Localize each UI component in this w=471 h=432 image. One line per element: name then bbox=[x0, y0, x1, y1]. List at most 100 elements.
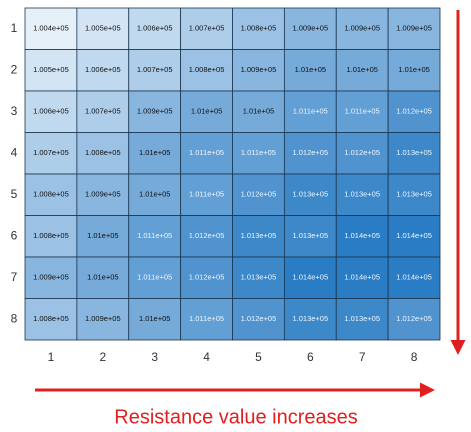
y-tick-label: 8 bbox=[11, 311, 18, 325]
cell-label: 1.012e+05 bbox=[241, 314, 277, 323]
x-tick-label: 4 bbox=[203, 350, 210, 364]
cell-label: 1.009e+05 bbox=[85, 314, 121, 323]
cell bbox=[387, 215, 441, 258]
x-tick-label: 7 bbox=[359, 350, 366, 364]
x-tick-label: 1 bbox=[48, 350, 55, 364]
cell-label: 1.008e+05 bbox=[189, 65, 225, 74]
cell bbox=[76, 132, 130, 175]
cell-label: 1.014e+05 bbox=[292, 273, 328, 282]
cell-label: 1.004e+05 bbox=[33, 24, 69, 33]
cell bbox=[232, 298, 285, 341]
cell-label: 1.011e+05 bbox=[241, 148, 276, 157]
y-tick-label: 3 bbox=[11, 104, 18, 118]
cell-label: 1.009e+05 bbox=[33, 273, 69, 282]
cell bbox=[180, 215, 233, 258]
annotation: Resistance value increases bbox=[114, 406, 357, 428]
cell-label: 1.008e+05 bbox=[85, 148, 121, 157]
cell-label: 1.014e+05 bbox=[344, 273, 380, 282]
cell-label: 1.009e+05 bbox=[396, 24, 432, 33]
cell bbox=[335, 7, 389, 50]
y-tick-label: 2 bbox=[11, 62, 18, 76]
cell-label: 1.013e+05 bbox=[292, 314, 328, 323]
x-tick-label: 6 bbox=[307, 350, 314, 364]
cell bbox=[128, 173, 182, 216]
cell bbox=[335, 298, 389, 341]
cell-label: 1.009e+05 bbox=[137, 107, 173, 116]
cell-label: 1.009e+05 bbox=[241, 65, 277, 74]
cell-label: 1.005e+05 bbox=[33, 65, 69, 74]
x-tick-label: 2 bbox=[99, 350, 106, 364]
cell bbox=[232, 90, 285, 133]
cell bbox=[180, 7, 233, 50]
cell bbox=[24, 173, 78, 216]
cell bbox=[335, 49, 389, 92]
cell-label: 1.006e+05 bbox=[33, 107, 69, 116]
cell bbox=[232, 256, 285, 299]
cell-label: 1.005e+05 bbox=[85, 24, 121, 33]
cell-label: 1.011e+05 bbox=[137, 231, 172, 240]
cell-label: 1.011e+05 bbox=[189, 190, 224, 199]
cell-label: 1.011e+05 bbox=[345, 107, 380, 116]
cell bbox=[128, 49, 182, 92]
cell-label: 1.01e+05 bbox=[346, 65, 378, 74]
cell bbox=[180, 173, 233, 216]
cell-label: 1.013e+05 bbox=[396, 148, 432, 157]
cell-label: 1.01e+05 bbox=[87, 231, 119, 240]
cell-label: 1.01e+05 bbox=[243, 107, 275, 116]
cell-label: 1.012e+05 bbox=[396, 107, 432, 116]
cell-label: 1.013e+05 bbox=[292, 190, 328, 199]
cell bbox=[335, 256, 389, 299]
cell-label: 1.01e+05 bbox=[398, 65, 430, 74]
cell bbox=[283, 49, 337, 92]
cell-label: 1.01e+05 bbox=[87, 273, 119, 282]
cell bbox=[76, 298, 130, 341]
cell bbox=[387, 90, 441, 133]
y-tick-label: 4 bbox=[11, 145, 18, 159]
cell bbox=[335, 132, 389, 175]
cell-label: 1.01e+05 bbox=[139, 314, 171, 323]
cell-label: 1.008e+05 bbox=[33, 231, 69, 240]
cell-label: 1.012e+05 bbox=[344, 148, 380, 157]
cell-label: 1.009e+05 bbox=[292, 24, 328, 33]
cell bbox=[232, 49, 285, 92]
x-tick-label: 8 bbox=[411, 350, 418, 364]
cell-label: 1.007e+05 bbox=[189, 24, 225, 33]
cell-label: 1.013e+05 bbox=[344, 314, 380, 323]
cell-label: 1.011e+05 bbox=[137, 273, 172, 282]
cell bbox=[387, 173, 441, 216]
cell-label: 1.012e+05 bbox=[396, 314, 432, 323]
cell bbox=[24, 298, 78, 341]
cell bbox=[76, 215, 130, 258]
cell bbox=[180, 90, 233, 133]
cell bbox=[387, 298, 441, 341]
cell bbox=[283, 90, 337, 133]
cell-label: 1.013e+05 bbox=[344, 190, 380, 199]
y-tick-label: 1 bbox=[11, 21, 18, 35]
cell-label: 1.012e+05 bbox=[189, 273, 225, 282]
cell bbox=[180, 298, 233, 341]
cell bbox=[76, 90, 130, 133]
cell-label: 1.006e+05 bbox=[85, 65, 121, 74]
cell bbox=[128, 7, 182, 50]
cell bbox=[283, 173, 337, 216]
cell-label: 1.013e+05 bbox=[241, 231, 277, 240]
cell-label: 1.007e+05 bbox=[137, 65, 173, 74]
cell bbox=[335, 90, 389, 133]
cell bbox=[76, 7, 130, 50]
cell bbox=[283, 132, 337, 175]
cell-label: 1.01e+05 bbox=[139, 190, 171, 199]
cell-label: 1.008e+05 bbox=[33, 190, 69, 199]
cell-label: 1.008e+05 bbox=[33, 314, 69, 323]
x-tick-label: 3 bbox=[151, 350, 158, 364]
cell-label: 1.013e+05 bbox=[292, 231, 328, 240]
cell-label: 1.01e+05 bbox=[191, 107, 223, 116]
cell-label: 1.012e+05 bbox=[292, 148, 328, 157]
cell-label: 1.01e+05 bbox=[139, 148, 171, 157]
cell bbox=[24, 7, 78, 50]
cell bbox=[128, 132, 182, 175]
cell-label: 1.013e+05 bbox=[396, 190, 432, 199]
cell-label: 1.012e+05 bbox=[189, 231, 225, 240]
cell bbox=[387, 49, 441, 92]
cell-label: 1.011e+05 bbox=[189, 314, 224, 323]
